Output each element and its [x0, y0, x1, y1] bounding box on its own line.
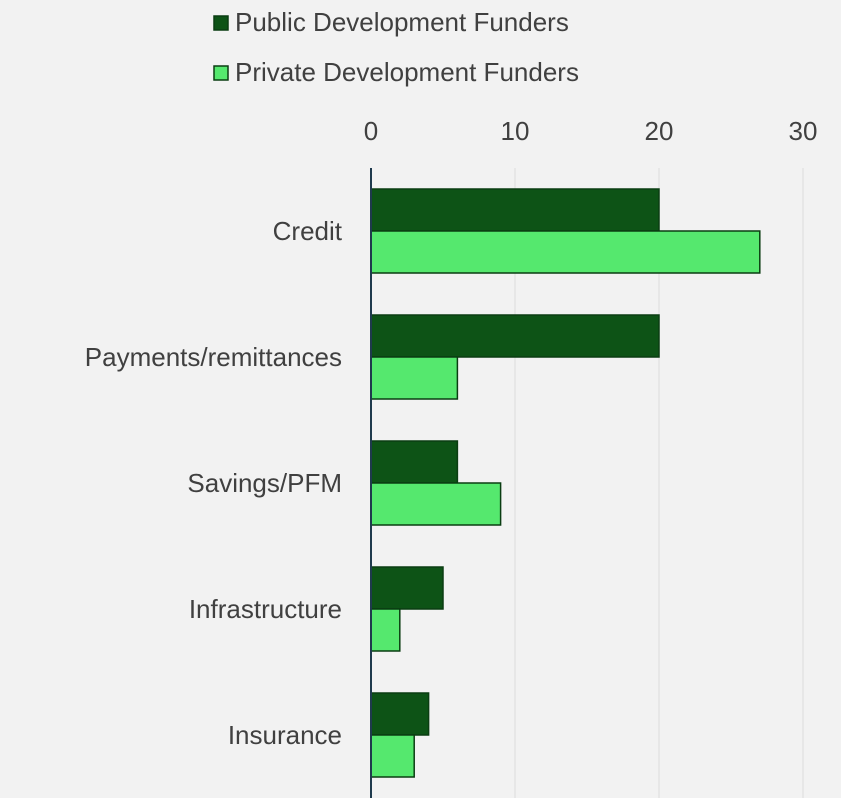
x-tick-label: 20 [645, 116, 674, 146]
bar [370, 230, 761, 274]
x-tick-label: 10 [501, 116, 530, 146]
y-tick-label: Credit [273, 216, 343, 246]
bar [370, 734, 415, 778]
x-tick-label: 0 [364, 116, 378, 146]
legend-label: Public Development Funders [235, 7, 569, 37]
bar [370, 188, 660, 232]
y-tick-label: Insurance [228, 720, 342, 750]
y-tick-label: Savings/PFM [187, 468, 342, 498]
bar [370, 608, 401, 652]
x-tick-label: 30 [789, 116, 818, 146]
y-tick-label: Infrastructure [189, 594, 342, 624]
legend-swatch [213, 15, 229, 31]
legend-label: Private Development Funders [235, 57, 579, 87]
y-tick-label: Payments/remittances [85, 342, 342, 372]
bar [370, 356, 459, 400]
bar [370, 314, 660, 358]
bar [370, 566, 444, 610]
legend-swatch [213, 65, 229, 81]
bar [370, 440, 459, 484]
bar [370, 482, 502, 526]
bar [370, 692, 430, 736]
